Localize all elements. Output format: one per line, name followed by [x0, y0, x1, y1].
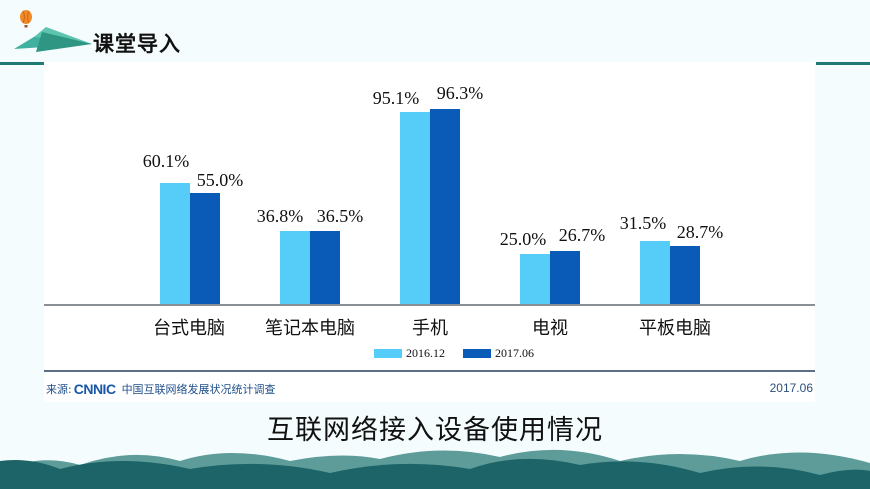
value-label: 36.8% — [256, 206, 304, 226]
value-label: 60.1% — [142, 151, 190, 171]
source-prefix: 来源: — [46, 383, 72, 396]
bar-phone-2017 — [430, 109, 460, 304]
bar-tv-2016 — [520, 254, 550, 304]
legend-label: 2016.12 — [406, 345, 445, 360]
legend-item-2016: 2016.12 — [374, 346, 445, 361]
value-label: 55.0% — [196, 170, 244, 190]
chart-legend: 2016.12 2017.06 — [374, 346, 552, 360]
slide-header: 课堂导入 — [0, 0, 870, 62]
x-axis-line — [44, 304, 815, 306]
chart-source: 来源: CNNIC 中国互联网络发展状况统计调查 — [46, 381, 276, 397]
header-rule-left — [0, 62, 44, 65]
bar-laptop-2017 — [310, 231, 340, 304]
header-rule-right — [816, 62, 870, 65]
legend-swatch — [463, 348, 491, 358]
section-title: 课堂导入 — [93, 32, 181, 56]
source-date: 2017.06 — [769, 381, 813, 395]
value-label: 25.0% — [499, 229, 547, 249]
chart-panel: 60.1% 55.0% 台式电脑 36.8% 36.5% 笔记本电脑 95.1%… — [44, 62, 815, 402]
legend-label: 2017.06 — [495, 345, 534, 360]
category-label: 笔记本电脑 — [265, 318, 355, 339]
category-label: 平板电脑 — [639, 318, 711, 339]
hot-air-balloon-icon — [20, 10, 32, 28]
value-label: 26.7% — [558, 225, 606, 245]
source-text: 中国互联网络发展状况统计调查 — [121, 383, 276, 396]
cnnic-logo: CNNIC — [73, 381, 116, 397]
value-label: 28.7% — [676, 222, 724, 242]
bar-phone-2016 — [400, 112, 430, 304]
category-label: 电视 — [532, 318, 568, 339]
bar-tv-2017 — [550, 251, 580, 304]
category-label: 台式电脑 — [153, 318, 225, 339]
bar-desktop-2016 — [160, 183, 190, 304]
bar-laptop-2016 — [280, 231, 310, 304]
decorative-hills — [0, 449, 870, 489]
category-label: 手机 — [412, 318, 448, 339]
value-label: 95.1% — [372, 88, 420, 108]
paper-plane-icon — [14, 27, 92, 52]
value-label: 36.5% — [316, 206, 364, 226]
chart-caption: 互联网络接入设备使用情况 — [267, 415, 603, 446]
legend-item-2017: 2017.06 — [463, 346, 534, 361]
source-divider — [44, 370, 815, 372]
value-label: 96.3% — [436, 83, 484, 103]
legend-swatch — [374, 348, 402, 358]
value-label: 31.5% — [619, 213, 667, 233]
bar-tablet-2017 — [670, 246, 700, 304]
bar-tablet-2016 — [640, 241, 670, 304]
bar-desktop-2017 — [190, 193, 220, 304]
